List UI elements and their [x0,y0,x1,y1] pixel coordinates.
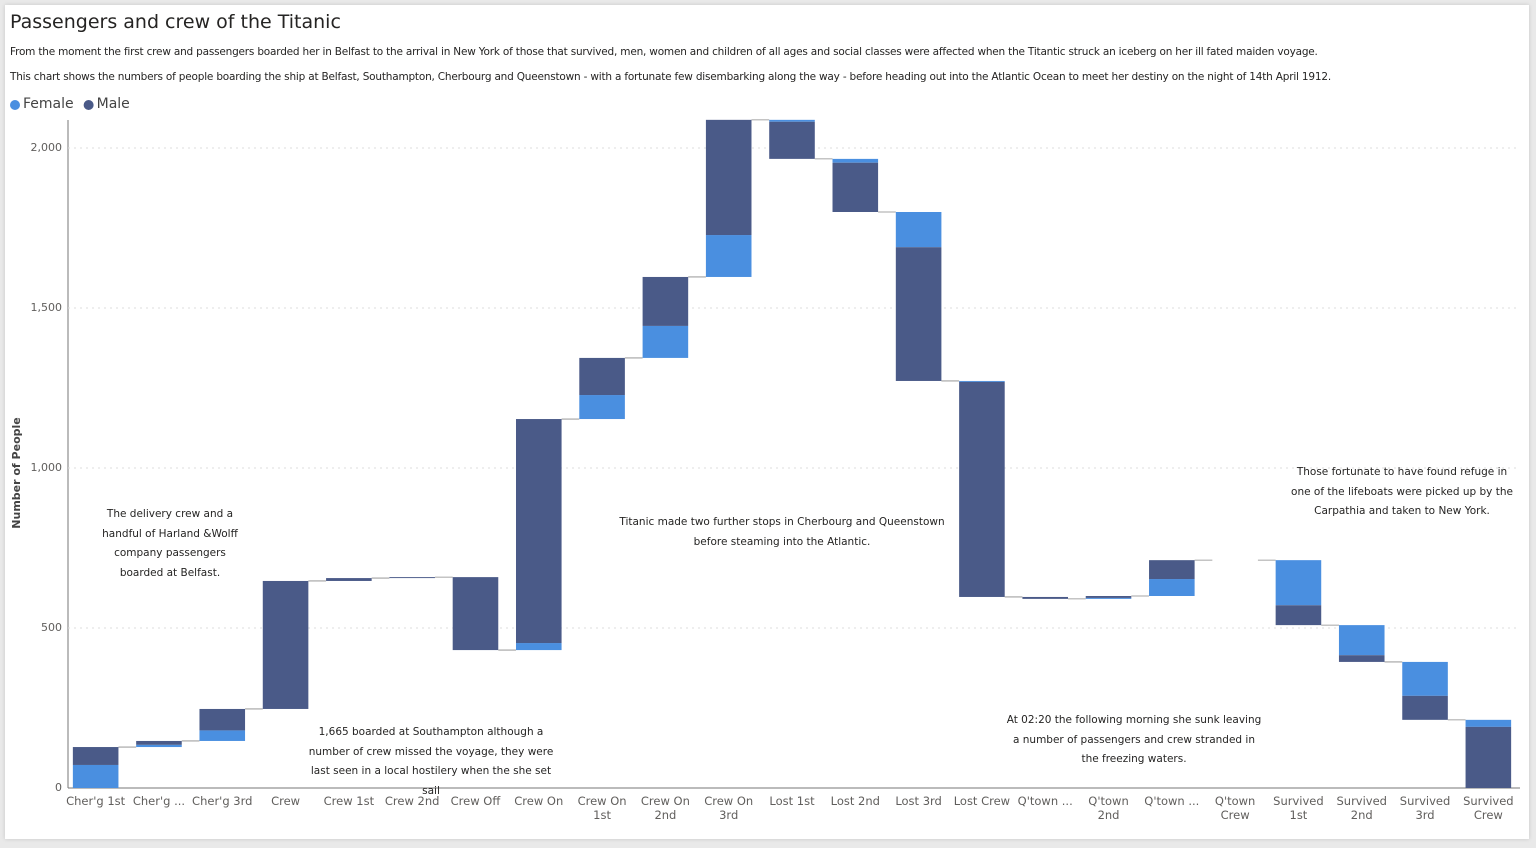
bar-segment [326,578,372,581]
subtitle: From the moment the first crew and passe… [10,46,1318,58]
bar-segment [389,577,435,579]
bar-segment [832,158,879,163]
y-tick-label: 500 [41,621,62,634]
annotation: At 02:20 the following morning she sunk … [1006,714,1262,765]
bar-segment [579,357,625,396]
chart-title: Passengers and crew of the Titanic [10,11,341,33]
bar-segment [199,730,246,741]
bar-segment [579,395,625,420]
legend-label: Female [23,96,74,112]
bar-segment [705,119,752,236]
x-tick-label: Crew Off [450,794,501,808]
y-tick-label: 2,000 [31,141,63,154]
bar-segment [959,381,1005,597]
bar-segment [959,380,1005,382]
bar-segment [832,162,879,212]
bar-segment [199,708,246,731]
bar-segment [1275,560,1322,606]
legend-marker [83,100,94,110]
subtitle: This chart shows the numbers of people b… [10,71,1331,83]
x-tick-label: Q'town ... [1017,794,1073,808]
bar-segment [72,747,119,765]
bar-segment [1022,596,1069,599]
y-axis-label: Number of People [10,417,23,528]
card [5,5,1529,839]
x-tick-label: Lost 1st [769,794,815,808]
x-tick-label: Survived 2nd [1336,794,1387,822]
bar-segment [1465,726,1512,788]
annotation: Those fortunate to have found refuge in … [1291,466,1513,517]
x-tick-label: Survived 3rd [1399,794,1451,822]
bar-segment [1085,596,1132,598]
x-tick-label: Cher'g 3rd [192,794,253,808]
bar-segment [515,643,562,651]
x-tick-label: Crew 2nd [384,794,440,808]
x-tick-label: Lost 2nd [830,794,880,808]
x-tick-label: Crew On 2nd [640,794,690,822]
bar-segment [1402,661,1448,696]
legend-label: Male [96,96,130,112]
bar-segment [1149,560,1195,580]
bar-segment [1275,605,1322,626]
x-tick-label: Survived Crew [1463,794,1514,822]
annotation: The delivery crew and a handful of Harla… [102,508,238,579]
x-tick-label: Q'town Crew [1214,794,1256,822]
x-tick-label: Crew On [514,794,564,808]
bar-segment [769,121,815,159]
bar-segment [1149,579,1195,596]
bar-segment [72,764,119,788]
bar-segment [895,212,942,248]
x-tick-label: Crew [271,794,301,808]
bar-segment [136,740,182,745]
x-tick-label: Q'town 2nd [1088,794,1129,822]
bar-segment [1465,719,1512,727]
bar-segment [452,577,499,651]
bar-segment [1085,597,1132,599]
bar-segment [769,119,815,122]
bar-segment [642,276,689,326]
bar-segment [1338,625,1385,656]
bar-segment [895,247,942,381]
x-tick-label: Lost Crew [953,794,1011,808]
bar-segment [1338,655,1385,662]
x-tick-label: Cher'g 1st [66,794,126,808]
bar-segment [136,744,182,748]
bar-segment [1402,695,1448,720]
x-tick-label: Q'town ... [1144,794,1200,808]
annotation: Titanic made two further stops in Cherbo… [619,516,945,548]
x-tick-label: Crew On 3rd [704,794,754,822]
x-tick-label: Cher'g ... [132,794,186,808]
legend-marker [10,100,20,110]
bar-segment [262,580,309,709]
x-tick-label: Survived 1st [1273,794,1324,822]
x-tick-label: Crew On 1st [577,794,627,822]
y-tick-label: 1,000 [31,461,63,474]
bar-segment [515,419,562,644]
x-tick-label: Crew 1st [323,794,375,808]
y-tick-label: 1,500 [31,301,63,314]
bar-segment [642,325,689,358]
y-tick-label: 0 [55,781,62,794]
bar-segment [705,235,752,277]
x-tick-label: Lost 3rd [895,794,942,808]
annotation: 1,665 boarded at Southampton although a … [308,726,554,797]
